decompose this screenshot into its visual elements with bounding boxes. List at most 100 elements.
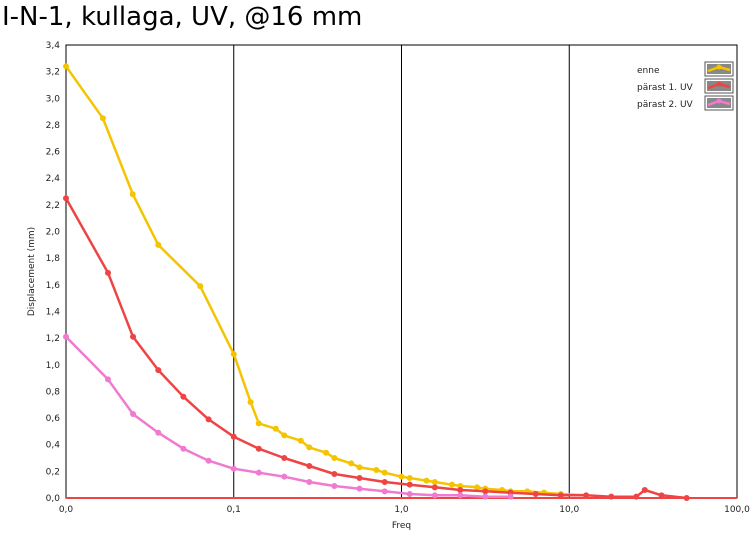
data-point: [381, 469, 388, 476]
data-point: [482, 493, 489, 500]
data-point: [306, 463, 313, 470]
data-point: [431, 492, 438, 499]
data-point: [63, 195, 69, 202]
data-point: [356, 485, 363, 492]
y-tick-label: 2,0: [46, 228, 61, 238]
data-point: [129, 191, 136, 198]
y-tick-label: 2,4: [46, 174, 61, 184]
data-point: [406, 481, 413, 488]
y-tick-label: 0,6: [46, 414, 61, 424]
data-point: [431, 479, 438, 486]
data-point: [281, 473, 288, 480]
data-point: [381, 479, 388, 486]
grid-lines: [65, 45, 738, 498]
data-point: [457, 492, 464, 499]
legend-marker: [716, 64, 722, 70]
data-point: [180, 393, 187, 400]
data-point: [230, 465, 237, 472]
data-point: [557, 492, 564, 499]
data-point: [63, 63, 69, 70]
x-tick-label: 100,0: [724, 505, 750, 515]
y-tick-label: 1,8: [46, 254, 61, 264]
data-point: [230, 433, 237, 440]
legend-label: pärast 1. UV: [637, 83, 694, 93]
data-point: [155, 429, 162, 436]
y-tick-label: 3,2: [46, 68, 60, 78]
x-axis-label: Freq: [392, 521, 411, 531]
data-point: [272, 425, 279, 432]
x-tick-label: 10,0: [559, 505, 579, 515]
y-tick-label: 0,4: [46, 441, 61, 451]
y-tick-label: 2,8: [46, 121, 61, 131]
y-tick-label: 3,0: [46, 94, 61, 104]
x-tick-label: 0,1: [227, 505, 241, 515]
y-tick-label: 1,2: [46, 334, 60, 344]
series-line: [65, 335, 511, 498]
data-point: [205, 416, 212, 423]
data-point: [532, 491, 539, 498]
data-point: [331, 471, 338, 478]
data-point: [99, 115, 106, 122]
data-point: [281, 455, 288, 462]
data-point: [180, 445, 187, 452]
y-axis-label: Displacement (mm): [27, 227, 37, 316]
data-point: [457, 487, 464, 494]
data-point: [423, 477, 430, 484]
y-tick-label: 3,4: [46, 41, 61, 51]
data-point: [155, 241, 162, 248]
legend-marker: [716, 81, 722, 87]
x-tick-label: 0,0: [59, 505, 74, 515]
data-point: [247, 399, 254, 406]
data-point: [583, 492, 590, 499]
data-point: [105, 269, 112, 276]
data-point: [197, 283, 204, 290]
data-point: [658, 492, 665, 499]
data-point: [641, 487, 648, 494]
data-point: [356, 475, 363, 482]
data-point: [306, 444, 313, 451]
data-point: [608, 493, 615, 500]
data-point: [255, 469, 262, 476]
data-point: [130, 411, 137, 418]
data-point: [406, 491, 413, 498]
data-point: [348, 460, 355, 467]
data-point: [155, 367, 162, 374]
data-point: [323, 449, 330, 456]
tick-labels: 0,0 0,1 1,0 10,0 100,0 0,0 0,2 0,4 0,6 0,8 1,0 1,2 1…: [46, 41, 750, 515]
data-point: [255, 445, 262, 452]
y-tick-label: 1,4: [46, 307, 61, 317]
data-point: [230, 351, 237, 358]
data-point: [130, 333, 137, 340]
series-layer: [63, 63, 737, 501]
series-0: [63, 63, 590, 499]
series-line: [64, 65, 587, 497]
chart-title: I-N-1, kullaga, UV, @16 mm: [2, 2, 363, 32]
data-point: [482, 488, 489, 495]
data-point: [297, 437, 304, 444]
data-point: [331, 483, 338, 490]
data-point: [633, 493, 640, 500]
y-tick-label: 1,6: [46, 281, 61, 291]
data-point: [205, 457, 212, 464]
data-point: [381, 488, 388, 495]
y-tick-label: 2,2: [46, 201, 60, 211]
y-tick-label: 2,6: [46, 148, 61, 158]
series-line: [64, 197, 687, 500]
y-tick-label: 1,0: [46, 361, 61, 371]
y-tick-label: 0,0: [46, 494, 61, 504]
data-point: [331, 455, 338, 462]
data-point: [683, 495, 690, 501]
data-point: [406, 475, 413, 482]
data-point: [373, 467, 380, 474]
data-point: [105, 376, 112, 383]
x-tick-label: 1,0: [394, 505, 409, 515]
data-point: [281, 432, 288, 439]
data-point: [448, 481, 455, 488]
series-2: [63, 333, 514, 500]
data-point: [431, 484, 438, 491]
legend-label: pärast 2. UV: [637, 100, 694, 110]
legend: enne pärast 1. UV pärast 2. UV: [637, 61, 734, 111]
data-point: [507, 493, 514, 500]
data-point: [398, 473, 405, 480]
